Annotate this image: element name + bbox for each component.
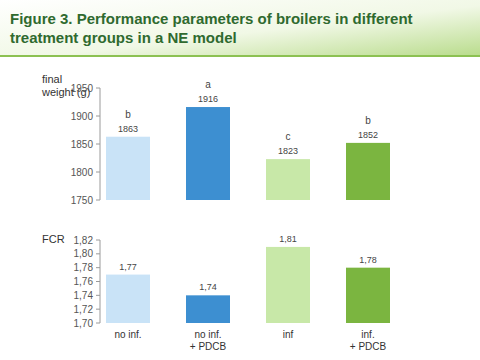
y-tick-label: 1800 [71,167,94,178]
bar [106,137,150,200]
data-label: 1823 [278,146,298,156]
chart-canvas: Figure 3. Performance parameters of broi… [0,0,480,360]
significance-letter: b [125,109,131,120]
y-tick [96,88,100,89]
data-label: 1852 [358,130,378,140]
y-tick [96,116,100,117]
header-rule [0,55,480,57]
title: Figure 3. Performance parameters of broi… [10,10,413,46]
significance-letter: c [286,131,291,142]
bars [106,107,390,200]
header-band [0,0,480,56]
bar [106,275,150,323]
y-tick-label: 1950 [71,83,94,94]
significance-letter: a [205,79,211,90]
bar [186,107,230,200]
significance-letter: b [365,115,371,126]
y-tick [96,200,100,201]
x-tick-label: no inf. [114,329,141,340]
y-tick [96,295,100,296]
x-tick-label: no inf.+ PDCB [190,329,227,352]
data-label: 1,74 [199,282,217,292]
x-tick-label: inf [283,329,294,340]
y-tick [96,323,100,324]
bar [346,268,390,323]
y-tick-label: 1,70 [74,318,94,329]
data-label: 1,77 [119,262,137,272]
bar [266,159,310,200]
y-tick [96,309,100,310]
y-tick [96,172,100,173]
bars [106,247,390,323]
background [0,0,480,360]
data-label: 1863 [118,124,138,134]
bar [266,247,310,323]
y-tick-label: 1,74 [74,290,94,301]
y-axis-label: FCR [42,233,65,245]
y-tick [96,281,100,282]
y-tick [96,253,100,254]
y-tick [96,144,100,145]
y-tick-label: 1850 [71,139,94,150]
chart-1: FCR 1,70 1,72 1,74 1,76 1,78 1,80 1,82 1,77 1,74 1… [42,233,390,352]
data-label: 1,81 [279,234,297,244]
x-tick-label: inf.+ PDCB [350,329,387,352]
y-tick-label: 1,78 [74,262,94,273]
y-tick [96,267,100,268]
y-tick [96,240,100,241]
bar [186,295,230,323]
y-tick-label: 1750 [71,195,94,206]
y-tick-label: 1,76 [74,276,94,287]
y-tick-label: 1900 [71,111,94,122]
bar [346,143,390,200]
data-label: 1916 [198,94,218,104]
chart-0: Figure 3. Performance parameters of broi… [10,10,413,206]
y-tick-label: 1,82 [74,235,94,246]
y-tick-label: 1,72 [74,304,94,315]
y-tick-label: 1,80 [74,248,94,259]
data-label: 1,78 [359,255,377,265]
